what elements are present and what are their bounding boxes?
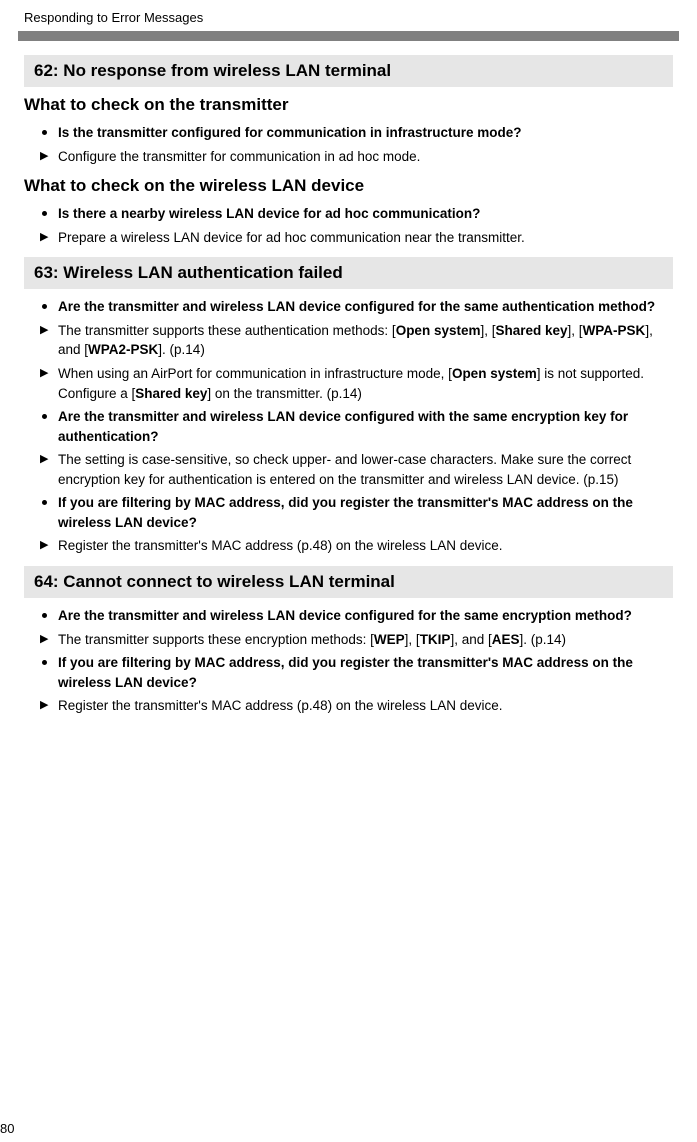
answer-item: The transmitter supports these encryptio…	[24, 630, 673, 650]
question-item: If you are filtering by MAC address, did…	[24, 493, 673, 532]
content-area: 62: No response from wireless LAN termin…	[24, 55, 673, 716]
page-number: 80	[0, 1121, 14, 1136]
question-item: Are the transmitter and wireless LAN dev…	[24, 606, 673, 626]
question-item: Is there a nearby wireless LAN device fo…	[24, 204, 673, 224]
item-list: Are the transmitter and wireless LAN dev…	[24, 297, 673, 556]
header-divider-bar	[18, 31, 679, 41]
answer-item: The setting is case-sensitive, so check …	[24, 450, 673, 489]
answer-item: The transmitter supports these authentic…	[24, 321, 673, 360]
question-item: Are the transmitter and wireless LAN dev…	[24, 297, 673, 317]
error-code-header: 62: No response from wireless LAN termin…	[24, 55, 673, 87]
item-list: Is the transmitter configured for commun…	[24, 123, 673, 166]
error-code-header: 64: Cannot connect to wireless LAN termi…	[24, 566, 673, 598]
bold-term: TKIP	[420, 632, 451, 647]
answer-item: Register the transmitter's MAC address (…	[24, 536, 673, 556]
error-code-header: 63: Wireless LAN authentication failed	[24, 257, 673, 289]
sub-heading: What to check on the wireless LAN device	[24, 176, 673, 196]
bold-term: WPA-PSK	[583, 323, 646, 338]
bold-term: WPA2-PSK	[88, 342, 158, 357]
bold-term: Shared key	[496, 323, 568, 338]
answer-item: Register the transmitter's MAC address (…	[24, 696, 673, 716]
bold-term: Open system	[396, 323, 481, 338]
running-header: Responding to Error Messages	[24, 10, 673, 25]
item-list: Are the transmitter and wireless LAN dev…	[24, 606, 673, 716]
answer-item: Prepare a wireless LAN device for ad hoc…	[24, 228, 673, 248]
answer-item: When using an AirPort for communication …	[24, 364, 673, 403]
bold-term: WEP	[374, 632, 405, 647]
question-item: Is the transmitter configured for commun…	[24, 123, 673, 143]
sub-heading: What to check on the transmitter	[24, 95, 673, 115]
bold-term: Open system	[452, 366, 537, 381]
answer-item: Configure the transmitter for communicat…	[24, 147, 673, 167]
question-item: If you are filtering by MAC address, did…	[24, 653, 673, 692]
item-list: Is there a nearby wireless LAN device fo…	[24, 204, 673, 247]
bold-term: AES	[492, 632, 520, 647]
question-item: Are the transmitter and wireless LAN dev…	[24, 407, 673, 446]
bold-term: Shared key	[135, 386, 207, 401]
page: Responding to Error Messages 62: No resp…	[0, 0, 697, 1142]
